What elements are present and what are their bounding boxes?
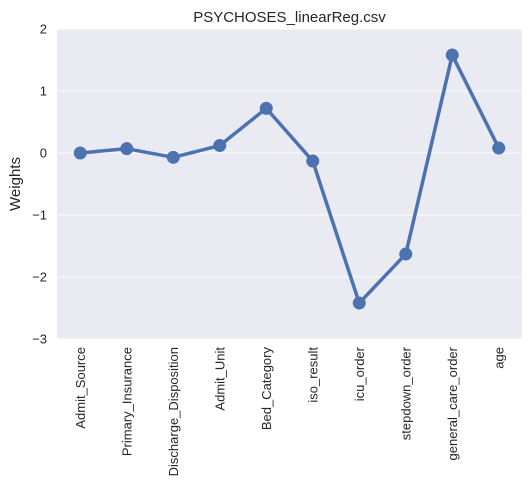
data-point <box>259 101 273 115</box>
data-points <box>73 48 506 310</box>
data-point <box>120 142 134 156</box>
x-tick-label: Admit_Source <box>73 347 88 429</box>
data-point <box>213 139 227 153</box>
series-line <box>80 53 501 305</box>
x-tick-label: Bed_Category <box>259 347 274 431</box>
y-tick-label: 1 <box>40 84 47 99</box>
data-point <box>306 154 320 168</box>
data-point <box>399 247 413 261</box>
data-point <box>73 146 87 160</box>
x-tick-label: age <box>491 347 506 369</box>
y-tick-label: −3 <box>32 332 47 347</box>
y-tick-label: −1 <box>32 208 47 223</box>
chart-title: PSYCHOSES_linearReg.csv <box>193 9 386 26</box>
y-tick-label: 2 <box>40 22 47 37</box>
x-tick-label: Primary_Insurance <box>119 347 134 456</box>
x-tick-label: Admit_Unit <box>212 347 227 411</box>
x-axis-ticks: Admit_Source Primary_Insurance Discharge_D… <box>73 346 507 476</box>
x-tick-label: stepdown_order <box>398 346 413 440</box>
y-axis-label: Weights <box>7 157 24 211</box>
x-tick-label: Discharge_Disposition <box>166 347 181 476</box>
data-point <box>166 150 180 164</box>
y-tick-label: 0 <box>40 146 47 161</box>
data-point <box>492 141 506 155</box>
data-point <box>352 296 366 310</box>
gridlines <box>57 28 522 340</box>
x-tick-label: iso_result <box>305 347 320 403</box>
y-tick-label: −2 <box>32 270 47 285</box>
y-axis-ticks: 2 1 0 −1 −2 −3 <box>32 22 47 347</box>
x-tick-label: icu_order <box>352 346 367 401</box>
data-point <box>445 48 459 62</box>
plot-background <box>57 29 522 339</box>
x-tick-label: general_care_order <box>445 346 460 460</box>
